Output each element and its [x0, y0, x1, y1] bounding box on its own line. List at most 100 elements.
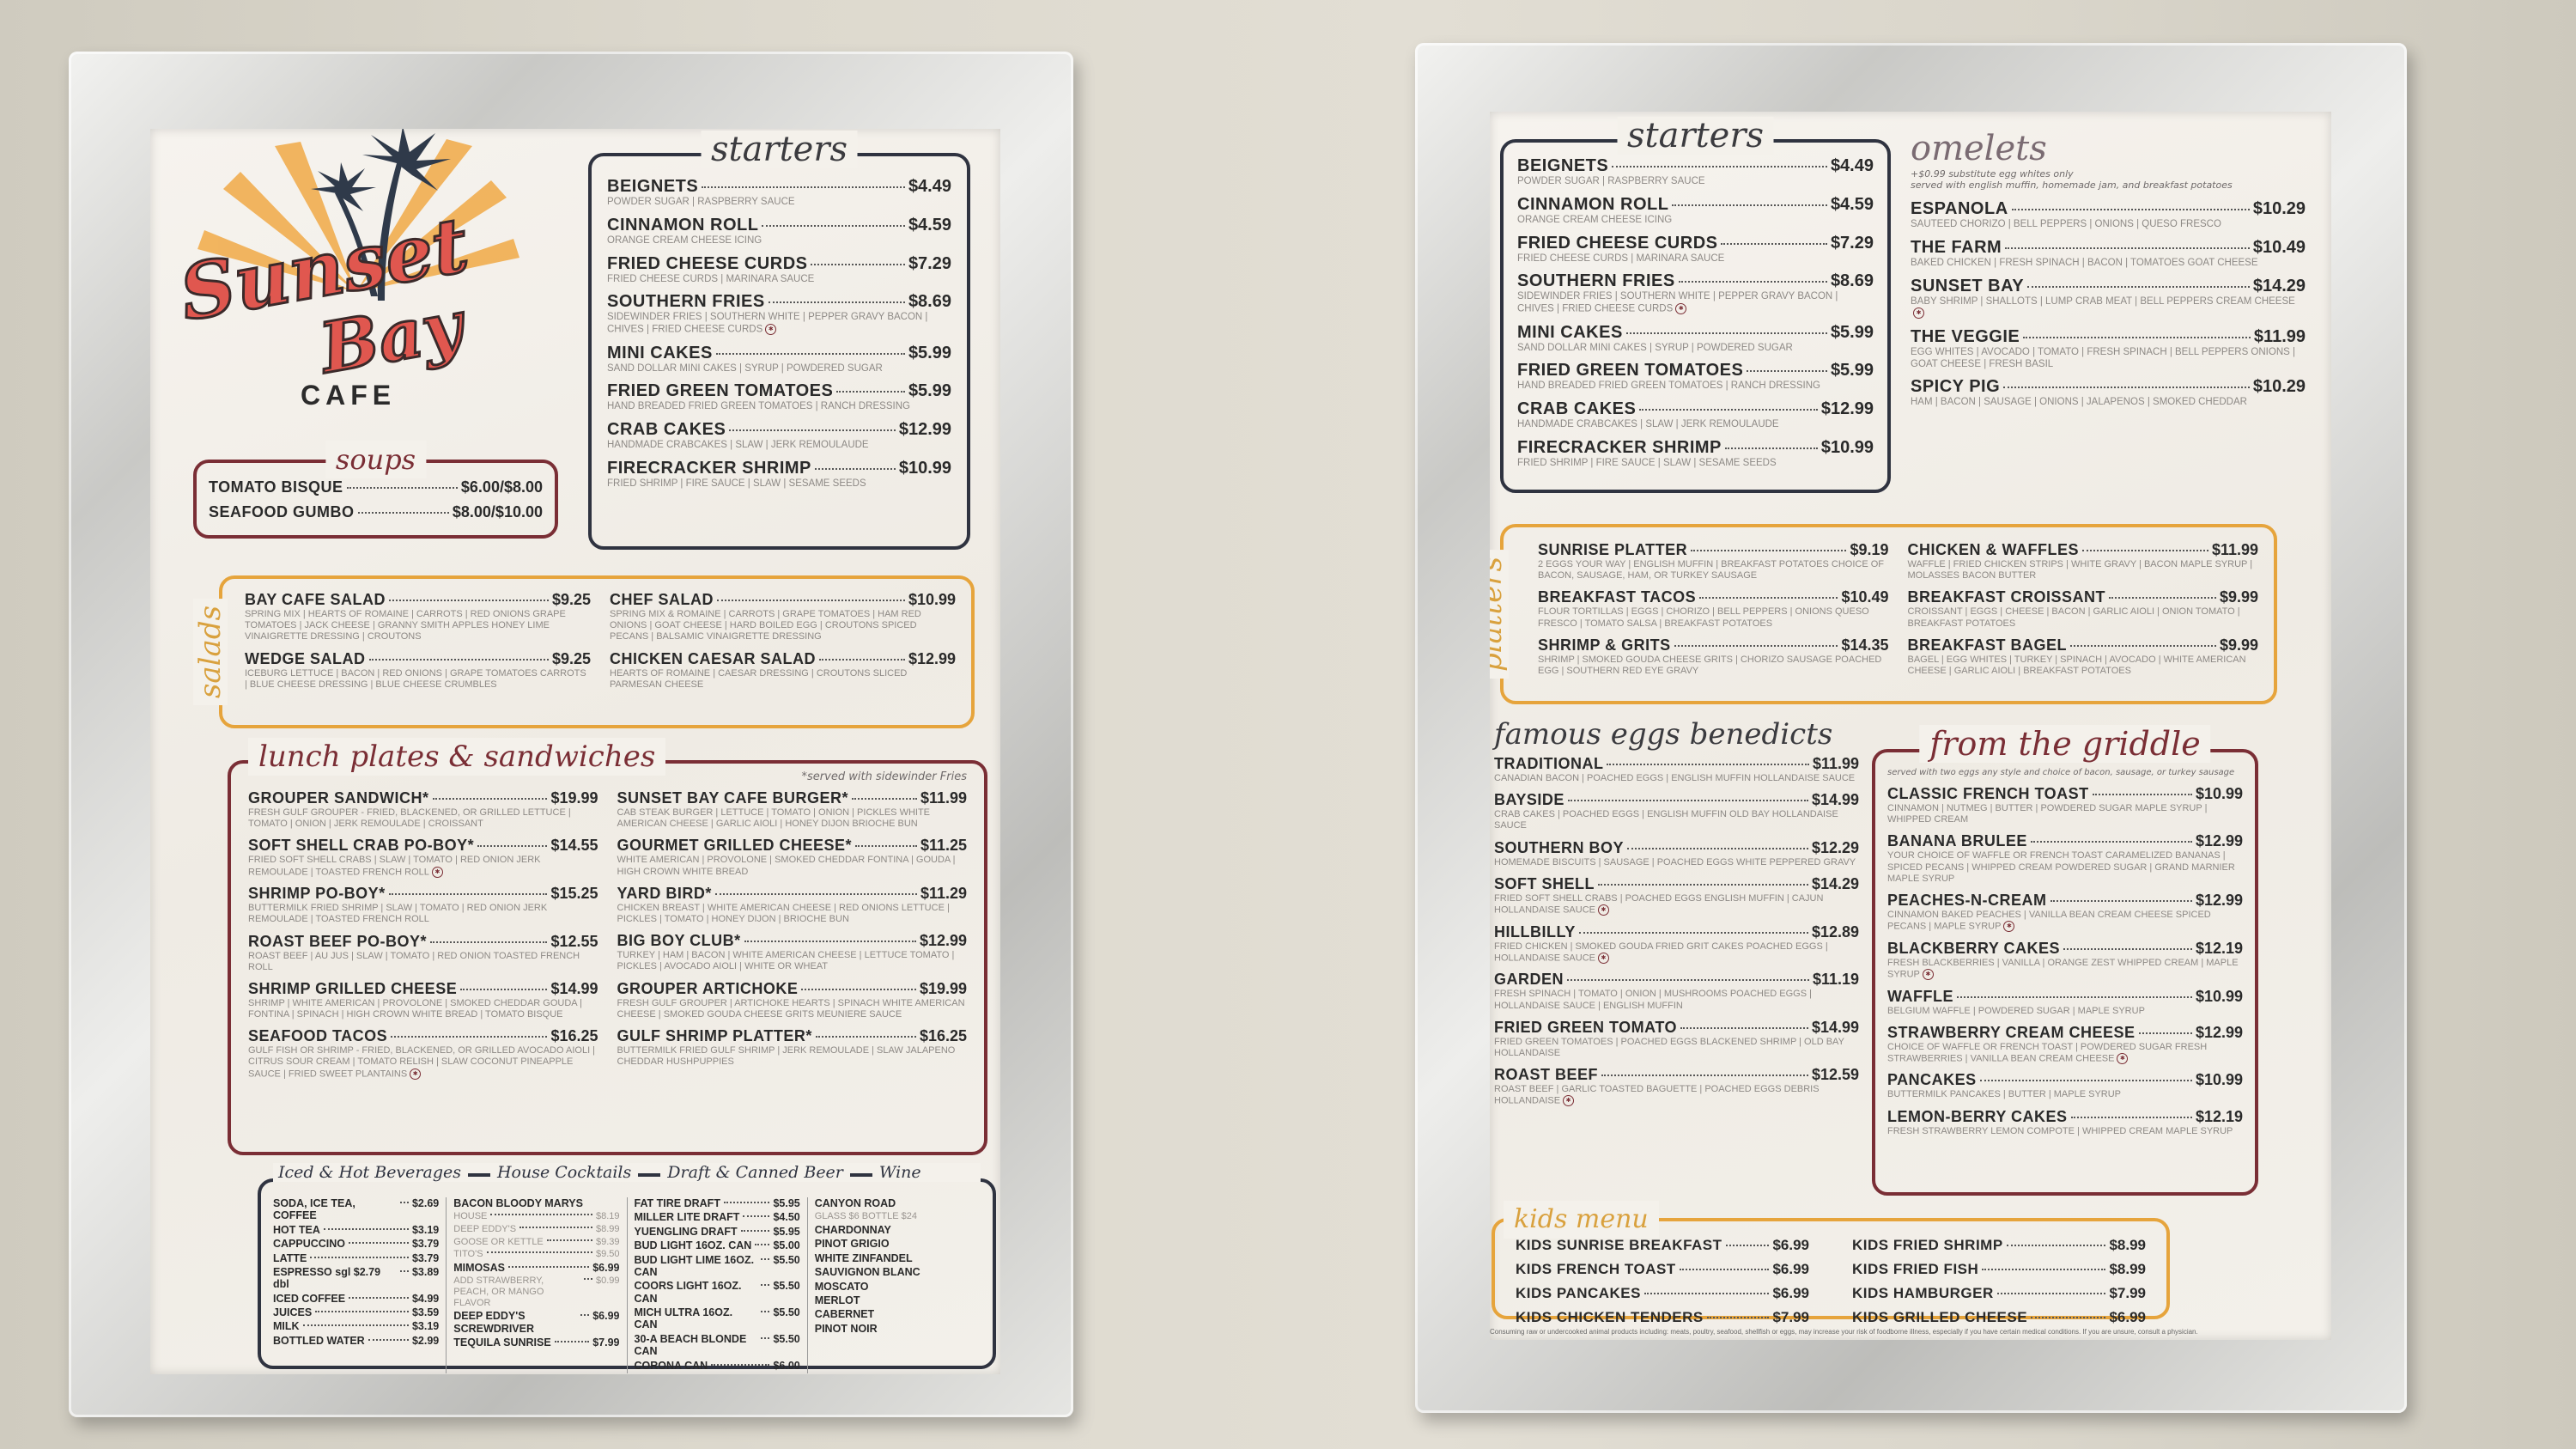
- menu-item-row: KIDS HAMBURGER $7.99: [1852, 1285, 2146, 1302]
- menu-item-row: SUNSET BAY $14.29: [1911, 277, 2306, 296]
- heading-cocktails: House Cocktails: [496, 1163, 632, 1182]
- item-name: BOTTLED WATER: [273, 1334, 365, 1347]
- item-price: $9.99: [2219, 588, 2258, 606]
- menu-item-row: GLASS $6 BOTTLE $24: [815, 1211, 981, 1222]
- salads-title: salads: [193, 598, 228, 706]
- item-description-text: CINNAMON BAKED PEACHES | VANILLA BEAN CR…: [1887, 909, 2211, 932]
- item-price: $11.99: [2253, 326, 2306, 346]
- dot-leader: [519, 1227, 592, 1229]
- item-name: MILLER LITE DRAFT: [634, 1211, 740, 1224]
- item-price: $12.99: [1820, 399, 1874, 419]
- item-description: SHRIMP | WHITE AMERICAN | PROVOLONE | SM…: [248, 998, 598, 1020]
- menu-item-row: GROUPER SANDWICH* $19.99: [248, 789, 598, 807]
- item-description: SPRING MIX | HEARTS OF ROMAINE | CARROTS…: [245, 609, 591, 643]
- menu-item-row: BIG BOY CLUB* $12.99: [617, 932, 968, 950]
- menu-item: KIDS GRILLED CHEESE $6.99: [1852, 1309, 2146, 1326]
- menu-item-row: THE VEGGIE $11.99: [1911, 327, 2306, 347]
- item-name: GULF SHRIMP PLATTER*: [617, 1026, 812, 1044]
- menu-item-row: CHICKEN & WAFFLES $11.99: [1908, 541, 2259, 559]
- menu-item: HOUSE $8.19: [453, 1211, 619, 1222]
- item-description: FRIED GREEN TOMATOES | POACHED EGGS BLAC…: [1494, 1037, 1859, 1059]
- item-price: $12.99: [898, 420, 951, 440]
- item-description: BUTTERMILK PANCAKES | BUTTER | MAPLE SYR…: [1887, 1089, 2243, 1100]
- item-price: $3.79: [411, 1238, 440, 1251]
- menu-item-row: CHICKEN CAESAR SALAD $12.99: [610, 650, 956, 668]
- item-description-text: FRIED CHICKEN | SMOKED GOUDA FRIED GRIT …: [1494, 941, 1828, 964]
- item-name: KIDS SUNRISE BREAKFAST: [1516, 1237, 1722, 1253]
- item-price: $8.99: [2109, 1261, 2146, 1277]
- menu-item-row: ESPRESSO sgl $2.79 dbl $3.89: [273, 1266, 439, 1291]
- item-description: ROAST BEEF | GARLIC TOASTED BAGUETTE | P…: [1494, 1084, 1859, 1107]
- menu-item: FAT TIRE DRAFT $5.95: [635, 1197, 800, 1209]
- item-price: $10.49: [1841, 588, 1889, 606]
- menu-item-row: MIMOSAS $6.99: [453, 1262, 619, 1274]
- menu-item-row: PINOT NOIR: [815, 1323, 981, 1335]
- item-description-text: HAND BREADED FRIED GREEN TOMATOES | RANC…: [1517, 381, 1820, 392]
- item-description: FRESH STRAWBERRY LEMON COMPOTE | WHIPPED…: [1887, 1126, 2243, 1137]
- item-price: $12.89: [1811, 922, 1859, 941]
- item-name: HOUSE: [453, 1211, 488, 1222]
- menu-item: WHITE ZINFANDEL: [815, 1252, 981, 1264]
- item-name: SOFT SHELL: [1494, 874, 1595, 892]
- item-description: HANDMADE CRABCAKES | SLAW | JERK REMOULA…: [607, 440, 951, 452]
- dot-leader: [1567, 800, 1808, 802]
- menu-item-row: HILLBILLY $12.89: [1494, 923, 1859, 941]
- item-name: SHRIMP PO-BOY*: [248, 885, 386, 903]
- item-price: $10.99: [908, 591, 956, 608]
- dot-leader: [761, 1284, 770, 1287]
- menu-item-row: PEACHES-N-CREAM $12.99: [1887, 892, 2243, 910]
- menu-item: SHRIMP PO-BOY* $15.25 BUTTERMILK FRIED SHR…: [248, 885, 598, 925]
- item-price: $5.95: [773, 1225, 800, 1238]
- item-name: JUICES: [273, 1306, 313, 1318]
- chili-icon: ✱: [765, 324, 777, 336]
- dot-leader: [2070, 1116, 2192, 1118]
- dot-leader: [702, 186, 905, 188]
- dot-leader: [391, 1036, 548, 1038]
- item-name: THE FARM: [1911, 237, 2002, 257]
- dot-leader: [744, 941, 916, 943]
- menu-item-row: CINNAMON ROLL $4.59: [1517, 195, 1874, 215]
- item-name: FRIED CHEESE CURDS: [1517, 233, 1718, 253]
- dot-leader: [1674, 644, 1838, 647]
- menu-item: YUENGLING DRAFT $5.95: [635, 1226, 800, 1238]
- item-description-text: FRIED GREEN TOMATOES | POACHED EGGS BLAC…: [1494, 1036, 1844, 1058]
- menu-item: STRAWBERRY CREAM CHEESE $12.99 CHOICE OF W…: [1887, 1024, 2243, 1065]
- menu-item: SUNSET BAY CAFE BURGER* $11.99 CAB STEAK B…: [617, 789, 968, 830]
- dot-leader: [1678, 281, 1827, 283]
- menu-item: BIG BOY CLUB* $12.99 TURKEY | HAM | BACON …: [617, 932, 968, 972]
- dot-leader: [302, 1324, 409, 1327]
- item-name: KIDS GRILLED CHEESE: [1852, 1309, 2028, 1325]
- item-description: FRIED SOFT SHELL CRABS | SLAW | TOMATO |…: [248, 855, 598, 878]
- menu-item-row: SOUTHERN FRIES $8.69: [607, 292, 951, 312]
- menu-item-row: TITO'S $9.50: [453, 1249, 619, 1260]
- item-name: BREAKFAST CROISSANT: [1907, 588, 2106, 606]
- item-price: $9.50: [595, 1249, 620, 1260]
- dot-leader: [1639, 409, 1818, 411]
- dot-leader: [1957, 995, 2192, 998]
- omelets-section: omelets +$0.99 substitute egg whites onl…: [1911, 129, 2306, 490]
- item-description-text: FRIED CHEESE CURDS | MARINARA SAUCE: [607, 273, 815, 284]
- chili-icon: ✱: [1675, 303, 1687, 315]
- item-name: SODA, ICE TEA, COFFEE: [273, 1197, 355, 1222]
- item-description: ORANGE CREAM CHEESE ICING: [1517, 215, 1874, 227]
- menu-item-row: KIDS PANCAKES $6.99: [1516, 1285, 1809, 1302]
- menu-item: KIDS FRIED SHRIMP $8.99: [1852, 1237, 2146, 1254]
- item-price: $2.69: [411, 1197, 440, 1209]
- dot-leader: [2063, 947, 2192, 950]
- menu-item-row: FIRECRACKER SHRIMP $10.99: [607, 459, 951, 478]
- menu-item: MOSCATO: [815, 1281, 981, 1293]
- item-price: $6.99: [2109, 1309, 2146, 1325]
- item-name: TEQUILA SUNRISE: [453, 1336, 551, 1349]
- item-price: $14.99: [1811, 791, 1859, 809]
- item-description-text: FRESH BLACKBERRIES | VANILLA | ORANGE ZE…: [1887, 957, 2239, 980]
- menu-item: FRIED GREEN TOMATOES $5.99 HAND BREADED FR…: [607, 381, 951, 413]
- menu-item-row: ROAST BEEF $12.59: [1494, 1066, 1859, 1084]
- platters-title: platters: [1490, 549, 1509, 679]
- item-description: FRESH BLACKBERRIES | VANILLA | ORANGE ZE…: [1887, 958, 2243, 981]
- menu-item: GOOSE OR KETTLE $9.39: [453, 1237, 619, 1248]
- dot-leader: [2138, 1032, 2192, 1034]
- menu-item: ROAST BEEF $12.59 ROAST BEEF | GARLIC TOAS…: [1494, 1066, 1859, 1107]
- item-name: YUENGLING DRAFT: [634, 1225, 738, 1238]
- dot-leader: [740, 1229, 770, 1232]
- item-description-text: SHRIMP | WHITE AMERICAN | PROVOLONE | SM…: [248, 997, 582, 1020]
